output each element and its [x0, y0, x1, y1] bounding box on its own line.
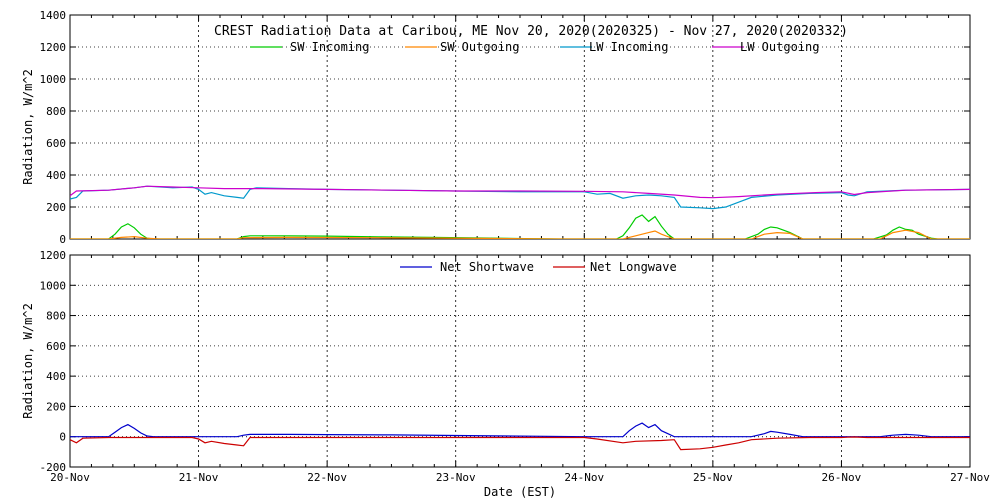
top-panel: 0 200 400 600 800 1000 1200 1400 Radiation, W/m^… — [21, 9, 971, 246]
y-tick-label: 800 — [46, 105, 66, 118]
sw-outgoing-line — [70, 229, 970, 239]
y-tick-label: 0 — [59, 431, 66, 444]
y-tick-label: 1200 — [40, 249, 67, 262]
y-tick-label: 400 — [46, 169, 66, 182]
net-longwave-legend-label: Net Longwave — [590, 260, 677, 274]
chart-title: CREST Radiation Data at Caribou, ME Nov … — [214, 24, 848, 39]
y-tick-label: 1200 — [40, 41, 67, 54]
plot-frame — [69, 14, 971, 240]
y-axis-label: Radiation, W/m^2 — [21, 69, 35, 185]
lw-incoming-line — [70, 185, 970, 210]
lw-outgoing-legend-label: LW Outgoing — [740, 40, 819, 54]
y-tick-label: 200 — [46, 400, 66, 413]
x-tick-label: 21-Nov — [179, 471, 219, 484]
x-tick-label: 25-Nov — [693, 471, 733, 484]
x-tick-label: 27-Nov — [950, 471, 990, 484]
x-tick-label: 26-Nov — [822, 471, 862, 484]
sw-outgoing-legend-label: SW Outgoing — [440, 40, 519, 54]
y-tick-label: 600 — [46, 340, 66, 353]
lw-incoming-legend-label: LW Incoming — [589, 40, 668, 54]
x-axis-label: Date (EST) — [484, 485, 556, 499]
y-tick-label: -200 — [40, 461, 67, 474]
y-tick-label: 200 — [46, 201, 66, 214]
x-tick-label: 24-Nov — [564, 471, 604, 484]
y-tick-label: 800 — [46, 310, 66, 323]
net-shortwave-line — [70, 422, 970, 438]
plot-frame — [69, 254, 971, 468]
x-tick-label: 20-Nov — [50, 471, 90, 484]
y-tick-label: 1000 — [40, 279, 67, 292]
x-tick-label: 23-Nov — [436, 471, 476, 484]
net-shortwave-legend-label: Net Shortwave — [440, 260, 534, 274]
bottom-panel: -200 0 200 400 600 800 1000 1200 20-Nov 21-Nov 22-… — [21, 249, 990, 499]
y-axis-label: Radiation, W/m^2 — [21, 303, 35, 419]
sw-incoming-legend-label: SW Incoming — [290, 40, 369, 54]
y-tick-label: 400 — [46, 370, 66, 383]
x-tick-label: 22-Nov — [307, 471, 347, 484]
y-tick-label: 1000 — [40, 73, 67, 86]
y-tick-label: 1400 — [40, 9, 67, 22]
y-tick-label: 0 — [59, 233, 66, 246]
net-longwave-line — [70, 436, 970, 451]
sw-incoming-line — [70, 214, 970, 239]
y-tick-label: 600 — [46, 137, 66, 150]
lw-outgoing-line — [70, 185, 970, 199]
